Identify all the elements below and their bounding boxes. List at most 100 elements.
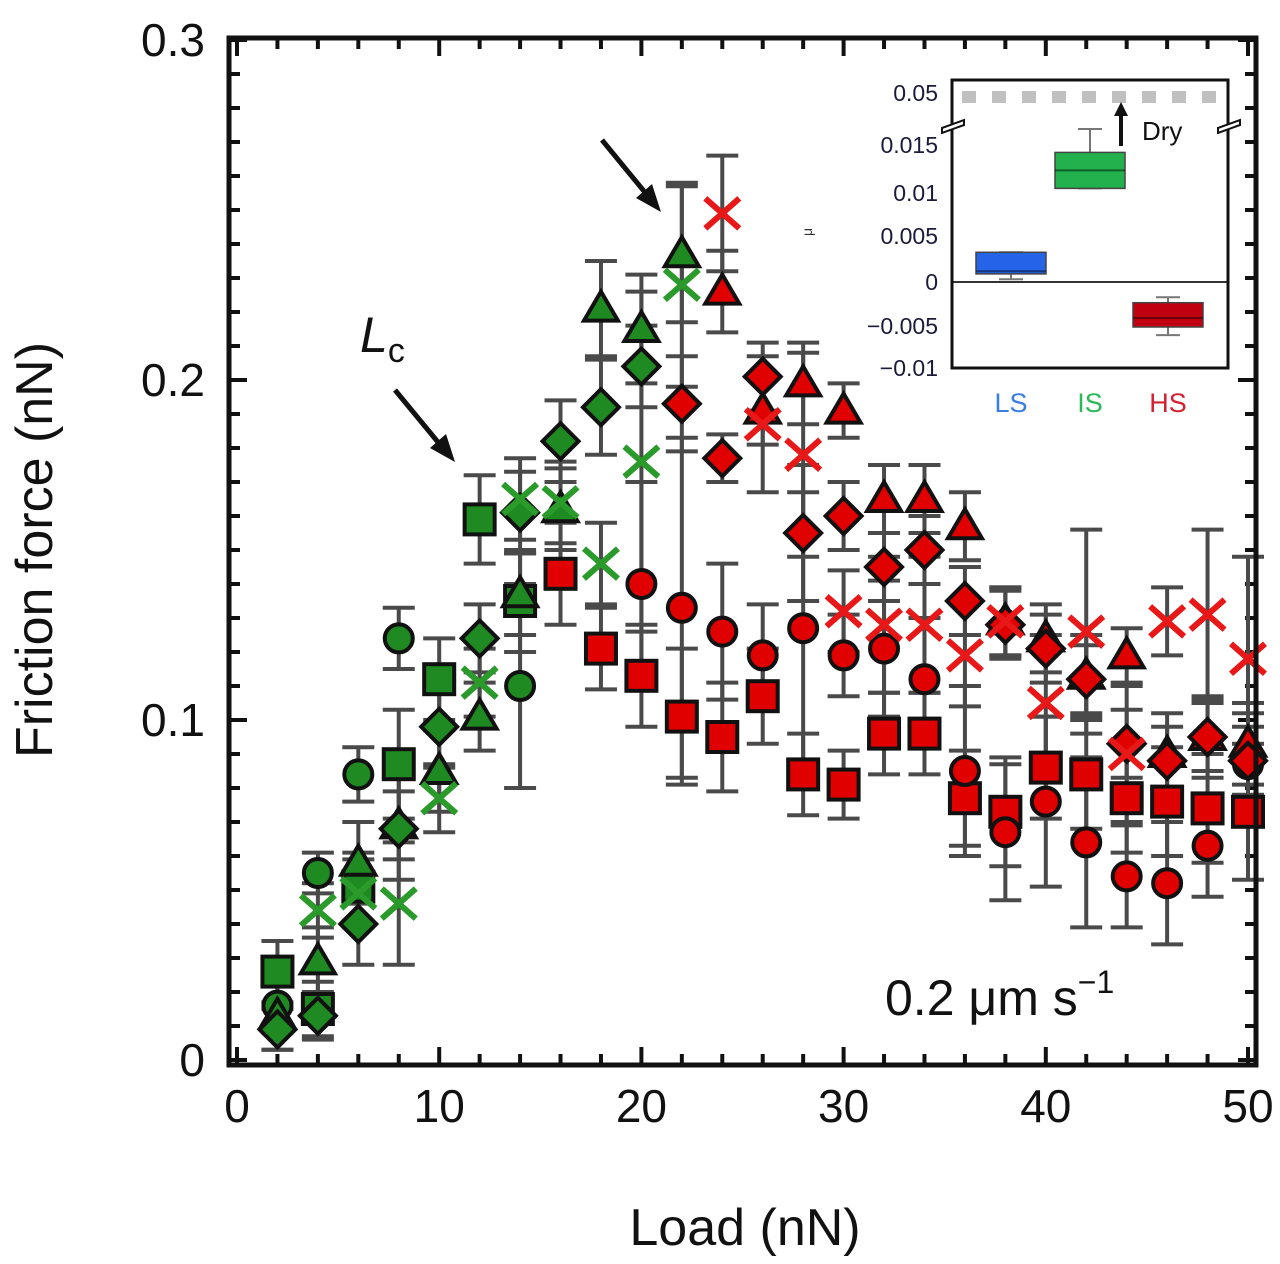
- diamond-marker: [1186, 716, 1229, 758]
- inset-box-body: [975, 251, 1047, 275]
- cross-marker: [784, 437, 823, 473]
- square-marker: [867, 716, 902, 751]
- circle-marker: [827, 639, 860, 672]
- inset-category-label: IS: [1077, 388, 1103, 418]
- lc-arrow-icon: [393, 388, 455, 462]
- diamond-marker: [944, 580, 986, 622]
- circle-marker: [1110, 860, 1143, 893]
- square-marker: [422, 662, 457, 697]
- triangle-marker: [661, 233, 703, 269]
- cross-marker: [460, 665, 499, 700]
- y-tick-label: 0.1: [141, 694, 205, 746]
- axis-break-icon: [941, 118, 1241, 135]
- square-marker: [1028, 750, 1063, 785]
- dry-label: Dry: [1142, 116, 1182, 146]
- cross-marker: [1026, 685, 1065, 721]
- cross-marker: [743, 406, 782, 442]
- square-marker: [583, 631, 618, 666]
- square-marker: [1150, 784, 1185, 819]
- cross-marker: [824, 593, 863, 629]
- square-marker: [907, 716, 942, 751]
- square-marker: [947, 781, 982, 816]
- inset-y-tick-label: 0.01: [893, 180, 938, 206]
- circle-marker: [665, 591, 698, 624]
- x-tick-label: 40: [1020, 1080, 1071, 1132]
- diamond-marker: [782, 512, 824, 554]
- circle-marker: [908, 663, 941, 696]
- circle-marker: [746, 639, 779, 672]
- inset-boxplot: 0.05 0.015 0.01 0.005 0 −0.005 −0.01 LS IS HS μ D…: [799, 78, 1241, 418]
- inset-y-tick-label: 0: [925, 269, 938, 295]
- cross-marker: [865, 607, 904, 643]
- triangle-marker: [418, 750, 460, 785]
- circle-marker: [1029, 785, 1062, 818]
- y-axis-label: Friction force (nN): [6, 342, 64, 758]
- circle-marker: [342, 758, 375, 791]
- diamond-marker: [1065, 658, 1108, 701]
- x-tick-label: 30: [818, 1080, 869, 1132]
- inset-category-label: HS: [1149, 388, 1187, 418]
- diamond-marker: [256, 1008, 299, 1051]
- triangle-marker: [337, 841, 379, 877]
- lc-label: Lc: [360, 307, 405, 370]
- diamond-marker: [701, 437, 744, 480]
- triangle-marker: [701, 270, 743, 306]
- inset-y-tick-label: −0.01: [880, 355, 938, 381]
- diamond-marker: [580, 386, 622, 429]
- diamond-marker: [620, 345, 663, 388]
- diamond-marker: [539, 420, 582, 463]
- triangle-marker: [580, 287, 622, 323]
- cross-marker: [986, 604, 1025, 639]
- diamond-marker: [297, 994, 339, 1037]
- inset-box-ls: [975, 251, 1047, 281]
- square-marker: [543, 556, 578, 591]
- tick-labels: 0 10 20 30 40 50 0 0.1 0.2 0.3: [141, 14, 1274, 1132]
- diamond-marker: [903, 529, 946, 571]
- circle-marker: [868, 632, 901, 665]
- cross-marker: [541, 485, 580, 520]
- diamond-marker: [1146, 739, 1188, 782]
- cross-marker: [581, 546, 620, 581]
- inset-box-body: [1054, 151, 1126, 190]
- square-marker: [381, 747, 416, 782]
- data-markers: [256, 196, 1269, 1051]
- x-tick-label: 50: [1222, 1080, 1273, 1132]
- inset-y-tick-label: 0.05: [893, 80, 938, 106]
- triangle-marker: [863, 478, 905, 513]
- y-tick-label: 0.3: [141, 14, 205, 66]
- x-axis-label: Load (nN): [629, 1199, 860, 1257]
- diamond-marker: [741, 355, 784, 398]
- diamond-marker: [1024, 627, 1067, 670]
- cross-marker: [662, 267, 701, 303]
- inset-box-hs: [1132, 296, 1204, 337]
- cross-marker: [1107, 736, 1146, 772]
- cross-marker: [420, 780, 459, 816]
- triangle-marker: [903, 478, 945, 513]
- x-tick-label: 10: [414, 1080, 465, 1132]
- square-marker: [786, 757, 821, 792]
- y-tick-label: 0.2: [141, 354, 205, 406]
- triangle-marker: [1106, 634, 1148, 670]
- diamond-marker: [863, 546, 905, 588]
- circle-marker: [301, 857, 334, 889]
- square-marker: [1069, 757, 1104, 792]
- square-marker: [1109, 781, 1144, 816]
- inset-box-body: [1132, 301, 1204, 328]
- circle-marker: [1070, 826, 1103, 859]
- inset-y-tick-label: 0.005: [880, 223, 938, 249]
- triangle-marker: [823, 389, 865, 425]
- inset-y-tick-label: −0.005: [867, 313, 938, 339]
- diamond-marker: [377, 807, 420, 850]
- cross-marker: [1148, 604, 1187, 639]
- triangle-marker: [944, 505, 986, 541]
- diamond-marker: [661, 382, 703, 425]
- inset-frame: [950, 78, 1230, 370]
- circle-marker: [989, 816, 1022, 849]
- circle-marker: [1151, 867, 1184, 900]
- square-marker: [624, 658, 659, 693]
- square-marker: [260, 954, 295, 989]
- x-tick-label: 0: [224, 1080, 250, 1132]
- square-marker: [664, 699, 699, 734]
- triangle-marker: [499, 573, 541, 609]
